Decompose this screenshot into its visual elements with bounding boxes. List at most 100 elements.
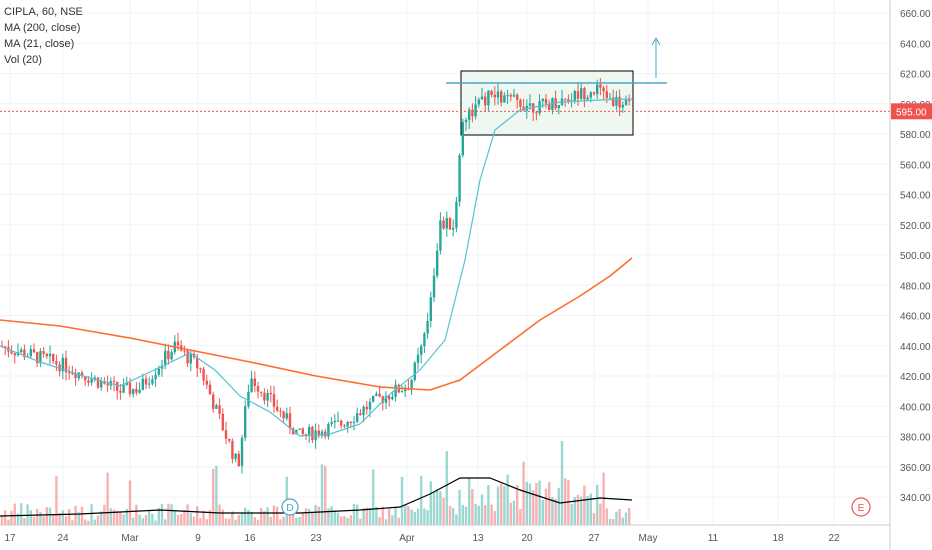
candle-body	[372, 395, 375, 402]
candle-body	[608, 97, 612, 99]
price-label-bg	[891, 103, 932, 120]
candle-body	[333, 420, 336, 423]
time-axis[interactable]: 17 24 Mar 9 16 23 Apr 13 20 27 May 11 18 22	[0, 524, 890, 544]
volume-bar	[234, 519, 237, 525]
price-tick-label: 500.00	[900, 251, 931, 262]
volume-bar	[135, 504, 138, 525]
candle-body	[445, 218, 448, 229]
volume-bar	[160, 503, 164, 525]
candle-body	[612, 97, 615, 106]
candle-body	[87, 380, 90, 383]
volume-bar	[112, 509, 116, 525]
candle-body	[423, 333, 426, 347]
candle-body	[365, 406, 368, 410]
price-axis[interactable]: 660.00640.00620.00600.00580.00560.00540.…	[889, 0, 931, 550]
volume-bar	[205, 519, 208, 525]
candle-body	[4, 346, 7, 348]
candle-body	[474, 104, 477, 117]
candle-body	[375, 393, 378, 396]
candle-body	[461, 122, 464, 156]
volume-bar	[471, 488, 474, 525]
volume-bar	[423, 508, 426, 525]
candle-body	[471, 109, 474, 117]
volume-bar	[138, 514, 141, 525]
legend-ma21[interactable]: MA (21, close)	[4, 38, 75, 50]
candle-body	[618, 96, 621, 108]
target-arrow[interactable]	[651, 36, 661, 78]
candle-body	[416, 354, 420, 363]
candle-body	[541, 98, 544, 101]
candle-body	[10, 351, 13, 354]
time-tick-label: 24	[57, 533, 69, 544]
volume-bar	[42, 516, 45, 525]
earnings-marker[interactable]: E	[851, 497, 871, 517]
candle-body	[439, 220, 442, 251]
candle-body	[116, 382, 119, 391]
price-label-text: 595.00	[896, 107, 927, 118]
volume-bar	[23, 518, 26, 525]
grid	[0, 0, 890, 525]
legend-ma200[interactable]: MA (200, close)	[4, 22, 81, 34]
candle-body	[602, 87, 605, 92]
volume-bar	[397, 517, 400, 525]
volume-bar	[391, 515, 394, 525]
volume-bar	[560, 440, 564, 525]
candle-body	[80, 372, 84, 377]
volume-bar	[557, 487, 560, 525]
volume-bar	[589, 493, 592, 525]
candle-body	[276, 406, 279, 411]
time-tick-label: 18	[772, 533, 784, 544]
candle-body	[48, 353, 52, 357]
legend-vol[interactable]: Vol (20)	[4, 54, 42, 66]
candle-body	[292, 428, 295, 435]
candle-body	[285, 413, 288, 419]
candle-body	[368, 401, 372, 410]
dividend-marker[interactable]: D	[281, 498, 299, 516]
earnings-marker-circle[interactable]	[851, 497, 871, 517]
candle-body	[516, 94, 519, 100]
volume-bar	[61, 510, 64, 525]
volume-bar	[282, 516, 285, 525]
volume-bar	[461, 504, 464, 525]
volume-bar	[128, 480, 132, 525]
price-tick-label: 440.00	[900, 342, 931, 353]
candle-body	[311, 426, 314, 441]
candle-body	[170, 352, 173, 360]
volume-bar	[400, 476, 404, 525]
volume-bar	[583, 485, 586, 525]
legend-symbol[interactable]: CIPLA, 60, NSE	[4, 6, 83, 18]
ma200-line	[0, 257, 633, 391]
volume-bar	[288, 513, 292, 525]
volume-bar	[445, 451, 448, 525]
candle-body	[68, 372, 71, 374]
volume-bar	[612, 519, 615, 525]
candle-body	[388, 396, 391, 400]
candle-body	[480, 96, 484, 100]
time-tick-label: 17	[4, 533, 16, 544]
volume-bar	[29, 510, 32, 525]
volume-bar	[237, 515, 240, 525]
candle-body	[221, 413, 224, 431]
volume-bar	[36, 508, 39, 525]
candle-body	[288, 413, 292, 429]
volume-bar	[404, 505, 407, 525]
candle-body	[429, 297, 432, 321]
volume-bar	[55, 476, 58, 525]
volume-bar	[336, 512, 340, 525]
candle-body	[52, 353, 55, 362]
volume-bar	[276, 506, 279, 525]
volume-bar	[125, 508, 128, 525]
candle-body	[330, 422, 333, 424]
candle-body	[23, 349, 26, 358]
candle-body	[455, 201, 458, 228]
volume-bar	[32, 516, 36, 525]
price-tick-label: 360.00	[900, 463, 931, 474]
volume-bar	[570, 504, 573, 525]
dividend-marker-circle[interactable]	[281, 498, 299, 516]
price-tick-label: 420.00	[900, 372, 931, 383]
candle-body	[436, 250, 439, 276]
volume-bar	[452, 508, 455, 525]
candle-body	[128, 382, 132, 395]
volume-bar	[484, 505, 487, 525]
